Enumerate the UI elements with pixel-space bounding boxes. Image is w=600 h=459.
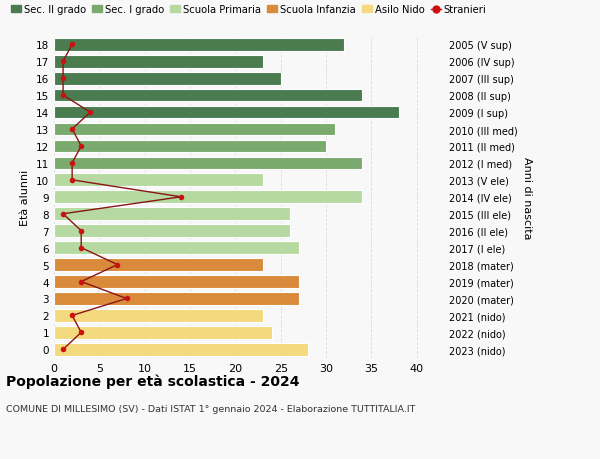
Point [58,346,68,353]
Point [67,41,77,49]
Point [122,295,131,302]
Text: COMUNE DI MILLESIMO (SV) - Dati ISTAT 1° gennaio 2024 - Elaborazione TUTTITALIA.: COMUNE DI MILLESIMO (SV) - Dati ISTAT 1°… [6,404,415,413]
Bar [54,140,326,153]
Point [76,329,86,336]
Point [67,126,77,134]
Bar [54,292,299,305]
Bar [54,191,362,204]
Y-axis label: Anni di nascita: Anni di nascita [521,156,532,239]
Bar [54,123,335,136]
Bar [54,90,362,102]
Bar [54,106,398,119]
Bar [54,309,263,322]
Point [58,211,68,218]
Bar [54,343,308,356]
Point [67,312,77,319]
Bar [54,259,263,271]
Point [58,75,68,83]
Bar [54,225,290,238]
Legend: Sec. II grado, Sec. I grado, Scuola Primaria, Scuola Infanzia, Asilo Nido, Stran: Sec. II grado, Sec. I grado, Scuola Prim… [11,5,487,15]
Point [67,177,77,184]
Bar [54,73,281,85]
Point [76,245,86,252]
Bar [54,275,299,288]
Point [176,194,186,201]
Bar [54,174,263,187]
Point [76,143,86,150]
Point [85,109,95,117]
Bar [54,208,290,221]
Text: Popolazione per età scolastica - 2024: Popolazione per età scolastica - 2024 [6,374,299,389]
Point [67,160,77,167]
Point [58,58,68,66]
Point [58,92,68,100]
Point [76,228,86,235]
Bar [54,56,263,68]
Bar [54,242,299,254]
Bar [54,39,344,51]
Point [76,278,86,285]
Bar [54,157,362,170]
Y-axis label: Età alunni: Età alunni [20,169,31,225]
Point [113,261,122,269]
Bar [54,326,272,339]
